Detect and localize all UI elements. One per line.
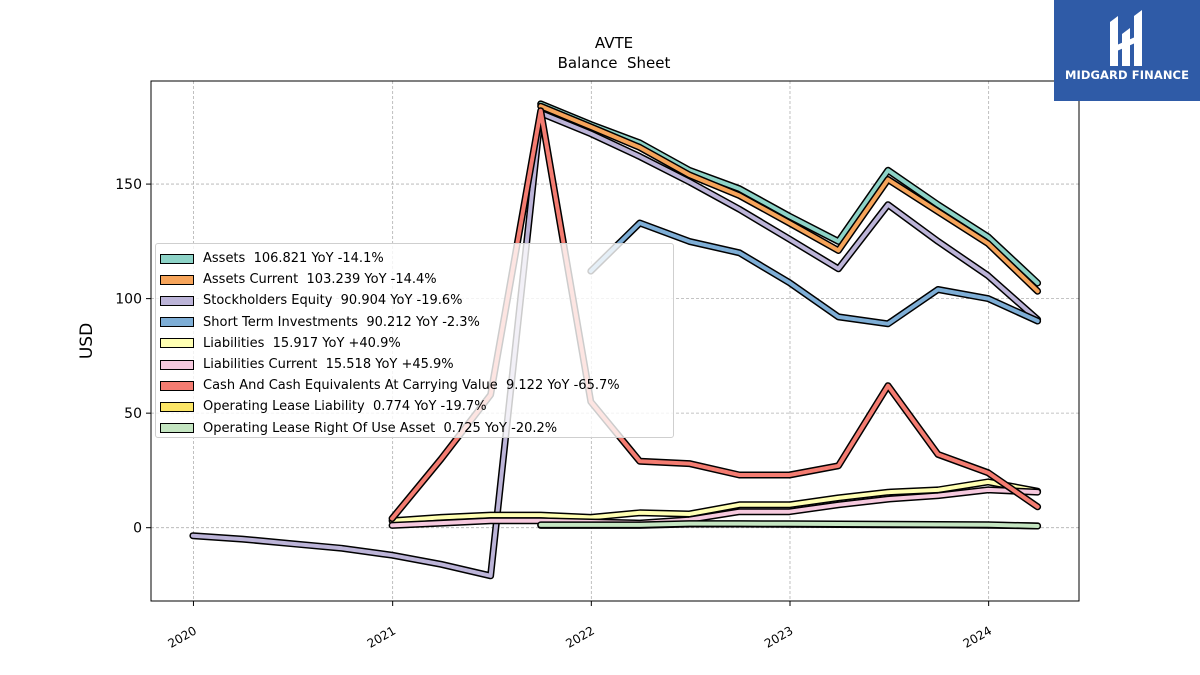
y-tick-label: 50 xyxy=(124,406,142,422)
legend-swatch xyxy=(160,380,194,391)
legend-swatch xyxy=(160,317,194,328)
legend-item: Stockholders Equity 90.904 YoY -19.6% xyxy=(156,290,673,311)
legend-swatch xyxy=(160,359,194,370)
legend-label: Cash And Cash Equivalents At Carrying Va… xyxy=(203,378,620,394)
series-line-assets-current xyxy=(538,104,1040,294)
logo-text: MIDGARD FINANCE xyxy=(1064,68,1190,82)
logo-mark-icon xyxy=(1110,10,1142,66)
legend-item: Cash And Cash Equivalents At Carrying Va… xyxy=(156,375,673,396)
legend-item: Operating Lease Liability 0.774 YoY -19.… xyxy=(156,396,673,417)
legend-item: Operating Lease Right Of Use Asset 0.725… xyxy=(156,418,673,439)
chart-title: AVTE xyxy=(595,34,633,52)
legend-item: Assets 106.821 YoY -14.1% xyxy=(156,248,673,269)
midgard-finance-logo: MIDGARD FINANCE xyxy=(1054,0,1200,101)
series-line-liabilities xyxy=(390,479,1040,523)
legend-swatch xyxy=(160,338,194,349)
legend-item: Assets Current 103.239 YoY -14.4% xyxy=(156,269,673,290)
series-line-short-term-investments xyxy=(588,221,1040,326)
legend-item: Short Term Investments 90.212 YoY -2.3% xyxy=(156,312,673,333)
y-tick-label: 0 xyxy=(133,521,142,537)
legend-label: Assets 106.821 YoY -14.1% xyxy=(203,251,384,267)
x-tick-label: 2022 xyxy=(563,623,596,650)
plot-frame xyxy=(150,80,1080,602)
x-tick-label: 2021 xyxy=(365,623,398,650)
legend-swatch xyxy=(160,253,194,264)
legend-swatch xyxy=(160,401,194,412)
legend-label: Liabilities Current 15.518 YoY +45.9% xyxy=(203,357,454,373)
y-tick-label: 150 xyxy=(115,177,142,193)
legend-label: Operating Lease Liability 0.774 YoY -19.… xyxy=(203,399,487,415)
series-lines xyxy=(189,100,1042,580)
legend-swatch xyxy=(160,274,194,285)
x-tick-label: 2020 xyxy=(165,623,198,650)
legend-label: Liabilities 15.917 YoY +40.9% xyxy=(203,335,401,351)
chart-legend: Assets 106.821 YoY -14.1% Assets Current … xyxy=(155,243,674,438)
legend-item: Liabilities 15.917 YoY +40.9% xyxy=(156,333,673,354)
x-tick-label: 2023 xyxy=(762,623,795,650)
legend-label: Operating Lease Right Of Use Asset 0.725… xyxy=(203,420,558,436)
y-tick-label: 100 xyxy=(115,292,142,308)
legend-swatch xyxy=(160,295,194,306)
series-line-stockholders-equity xyxy=(190,111,1040,578)
series-line-operating-lease-right-of-use-asset xyxy=(538,521,1040,528)
series-line-liabilities-current xyxy=(390,487,1040,528)
legend-swatch xyxy=(160,423,194,434)
legend-item: Liabilities Current 15.518 YoY +45.9% xyxy=(156,354,673,375)
legend-label: Stockholders Equity 90.904 YoY -19.6% xyxy=(203,293,463,309)
y-axis-label: USD xyxy=(77,323,97,359)
legend-label: Short Term Investments 90.212 YoY -2.3% xyxy=(203,314,480,330)
x-tick-label: 2024 xyxy=(961,623,994,650)
legend-label: Assets Current 103.239 YoY -14.4% xyxy=(203,272,437,288)
chart-subtitle: Balance Sheet xyxy=(558,54,671,72)
